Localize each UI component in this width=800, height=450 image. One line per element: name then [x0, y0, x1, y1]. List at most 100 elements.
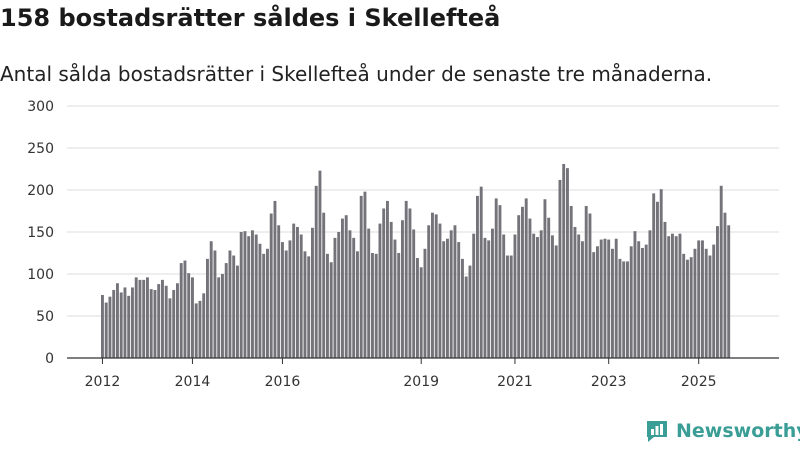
chart-title: 158 bostadsrätter såldes i Skellefteå: [0, 4, 501, 32]
bar: [273, 200, 277, 358]
bar: [416, 258, 419, 358]
bar: [633, 231, 637, 358]
bar: [359, 195, 363, 358]
bar: [228, 250, 232, 358]
bar: [476, 195, 479, 358]
bar: [659, 189, 663, 358]
bar: [146, 277, 149, 358]
bar: [449, 230, 453, 358]
x-tick-label: 2012: [85, 374, 121, 390]
bar: [584, 205, 588, 358]
bar: [554, 245, 558, 358]
x-tick-label: 2025: [681, 374, 717, 390]
bar: [457, 242, 461, 358]
bar: [104, 302, 108, 358]
bar: [179, 263, 183, 358]
bar: [611, 248, 614, 358]
bar: [333, 237, 337, 358]
bar: [622, 261, 626, 358]
bar: [374, 253, 378, 358]
bar: [674, 236, 678, 358]
bar: [509, 255, 513, 358]
bar: [434, 214, 438, 358]
bar: [393, 239, 397, 358]
bar: [322, 212, 326, 358]
bar: [618, 258, 622, 358]
bar: [539, 230, 543, 358]
bar: [626, 261, 629, 358]
bar: [239, 232, 243, 358]
bar: [191, 277, 194, 358]
bar: [599, 239, 603, 358]
bar: [569, 205, 573, 358]
x-tick-label: 2021: [497, 374, 533, 390]
bar: [206, 258, 209, 358]
bar: [498, 205, 502, 358]
bar: [251, 230, 254, 358]
bar: [502, 234, 506, 358]
bar: [513, 234, 517, 358]
bar: [363, 191, 367, 358]
bar: [217, 277, 221, 358]
bar: [108, 296, 112, 358]
bar: [131, 287, 134, 358]
bar: [479, 186, 483, 358]
bar: [221, 274, 224, 358]
bar: [269, 213, 273, 358]
bar: [719, 185, 723, 358]
bar: [157, 284, 161, 358]
bar: [487, 240, 491, 358]
bar: [671, 233, 674, 358]
bar: [266, 248, 269, 358]
bar: [603, 238, 607, 358]
bar: [573, 226, 577, 358]
bar: [532, 233, 536, 358]
bar: [153, 289, 157, 358]
bar: [329, 262, 333, 358]
bar: [644, 244, 648, 358]
bar: [712, 244, 716, 358]
x-tick-label: 2019: [403, 374, 439, 390]
bar: [352, 237, 356, 358]
bar: [682, 253, 686, 358]
bar: [213, 250, 217, 358]
bar: [547, 217, 551, 358]
bar: [254, 234, 258, 358]
bar: [641, 247, 644, 358]
bar: [348, 230, 352, 358]
bar: [101, 295, 104, 358]
bar: [134, 277, 138, 358]
y-tick-label: 0: [45, 351, 54, 367]
bar: [236, 265, 239, 358]
bar: [371, 253, 374, 358]
bar: [588, 213, 592, 358]
bar: [224, 263, 228, 358]
y-axis: 0 50 100 150 200 250 300: [27, 99, 54, 367]
bar: [198, 300, 202, 358]
bar: [326, 253, 329, 358]
bar: [491, 228, 494, 358]
bar: [419, 267, 423, 358]
x-tick-label: 2014: [175, 374, 211, 390]
bar: [292, 223, 296, 358]
bar: [727, 225, 731, 358]
bar: [168, 298, 172, 358]
bar: [277, 225, 281, 358]
bar: [596, 246, 599, 358]
bar: [663, 221, 667, 358]
bar: [701, 240, 704, 358]
bar: [427, 225, 431, 358]
bar: [299, 234, 303, 358]
bar: [607, 239, 611, 358]
brand-name: Newsworthy: [676, 420, 800, 442]
newsworthy-logo-icon: [647, 421, 667, 442]
bar: [386, 200, 389, 358]
bar: [232, 255, 236, 358]
bar: [296, 226, 299, 358]
y-tick-label: 300: [27, 99, 54, 115]
bar: [551, 235, 554, 358]
bar: [566, 168, 569, 358]
bar: [281, 242, 284, 358]
y-tick-label: 50: [36, 309, 54, 325]
